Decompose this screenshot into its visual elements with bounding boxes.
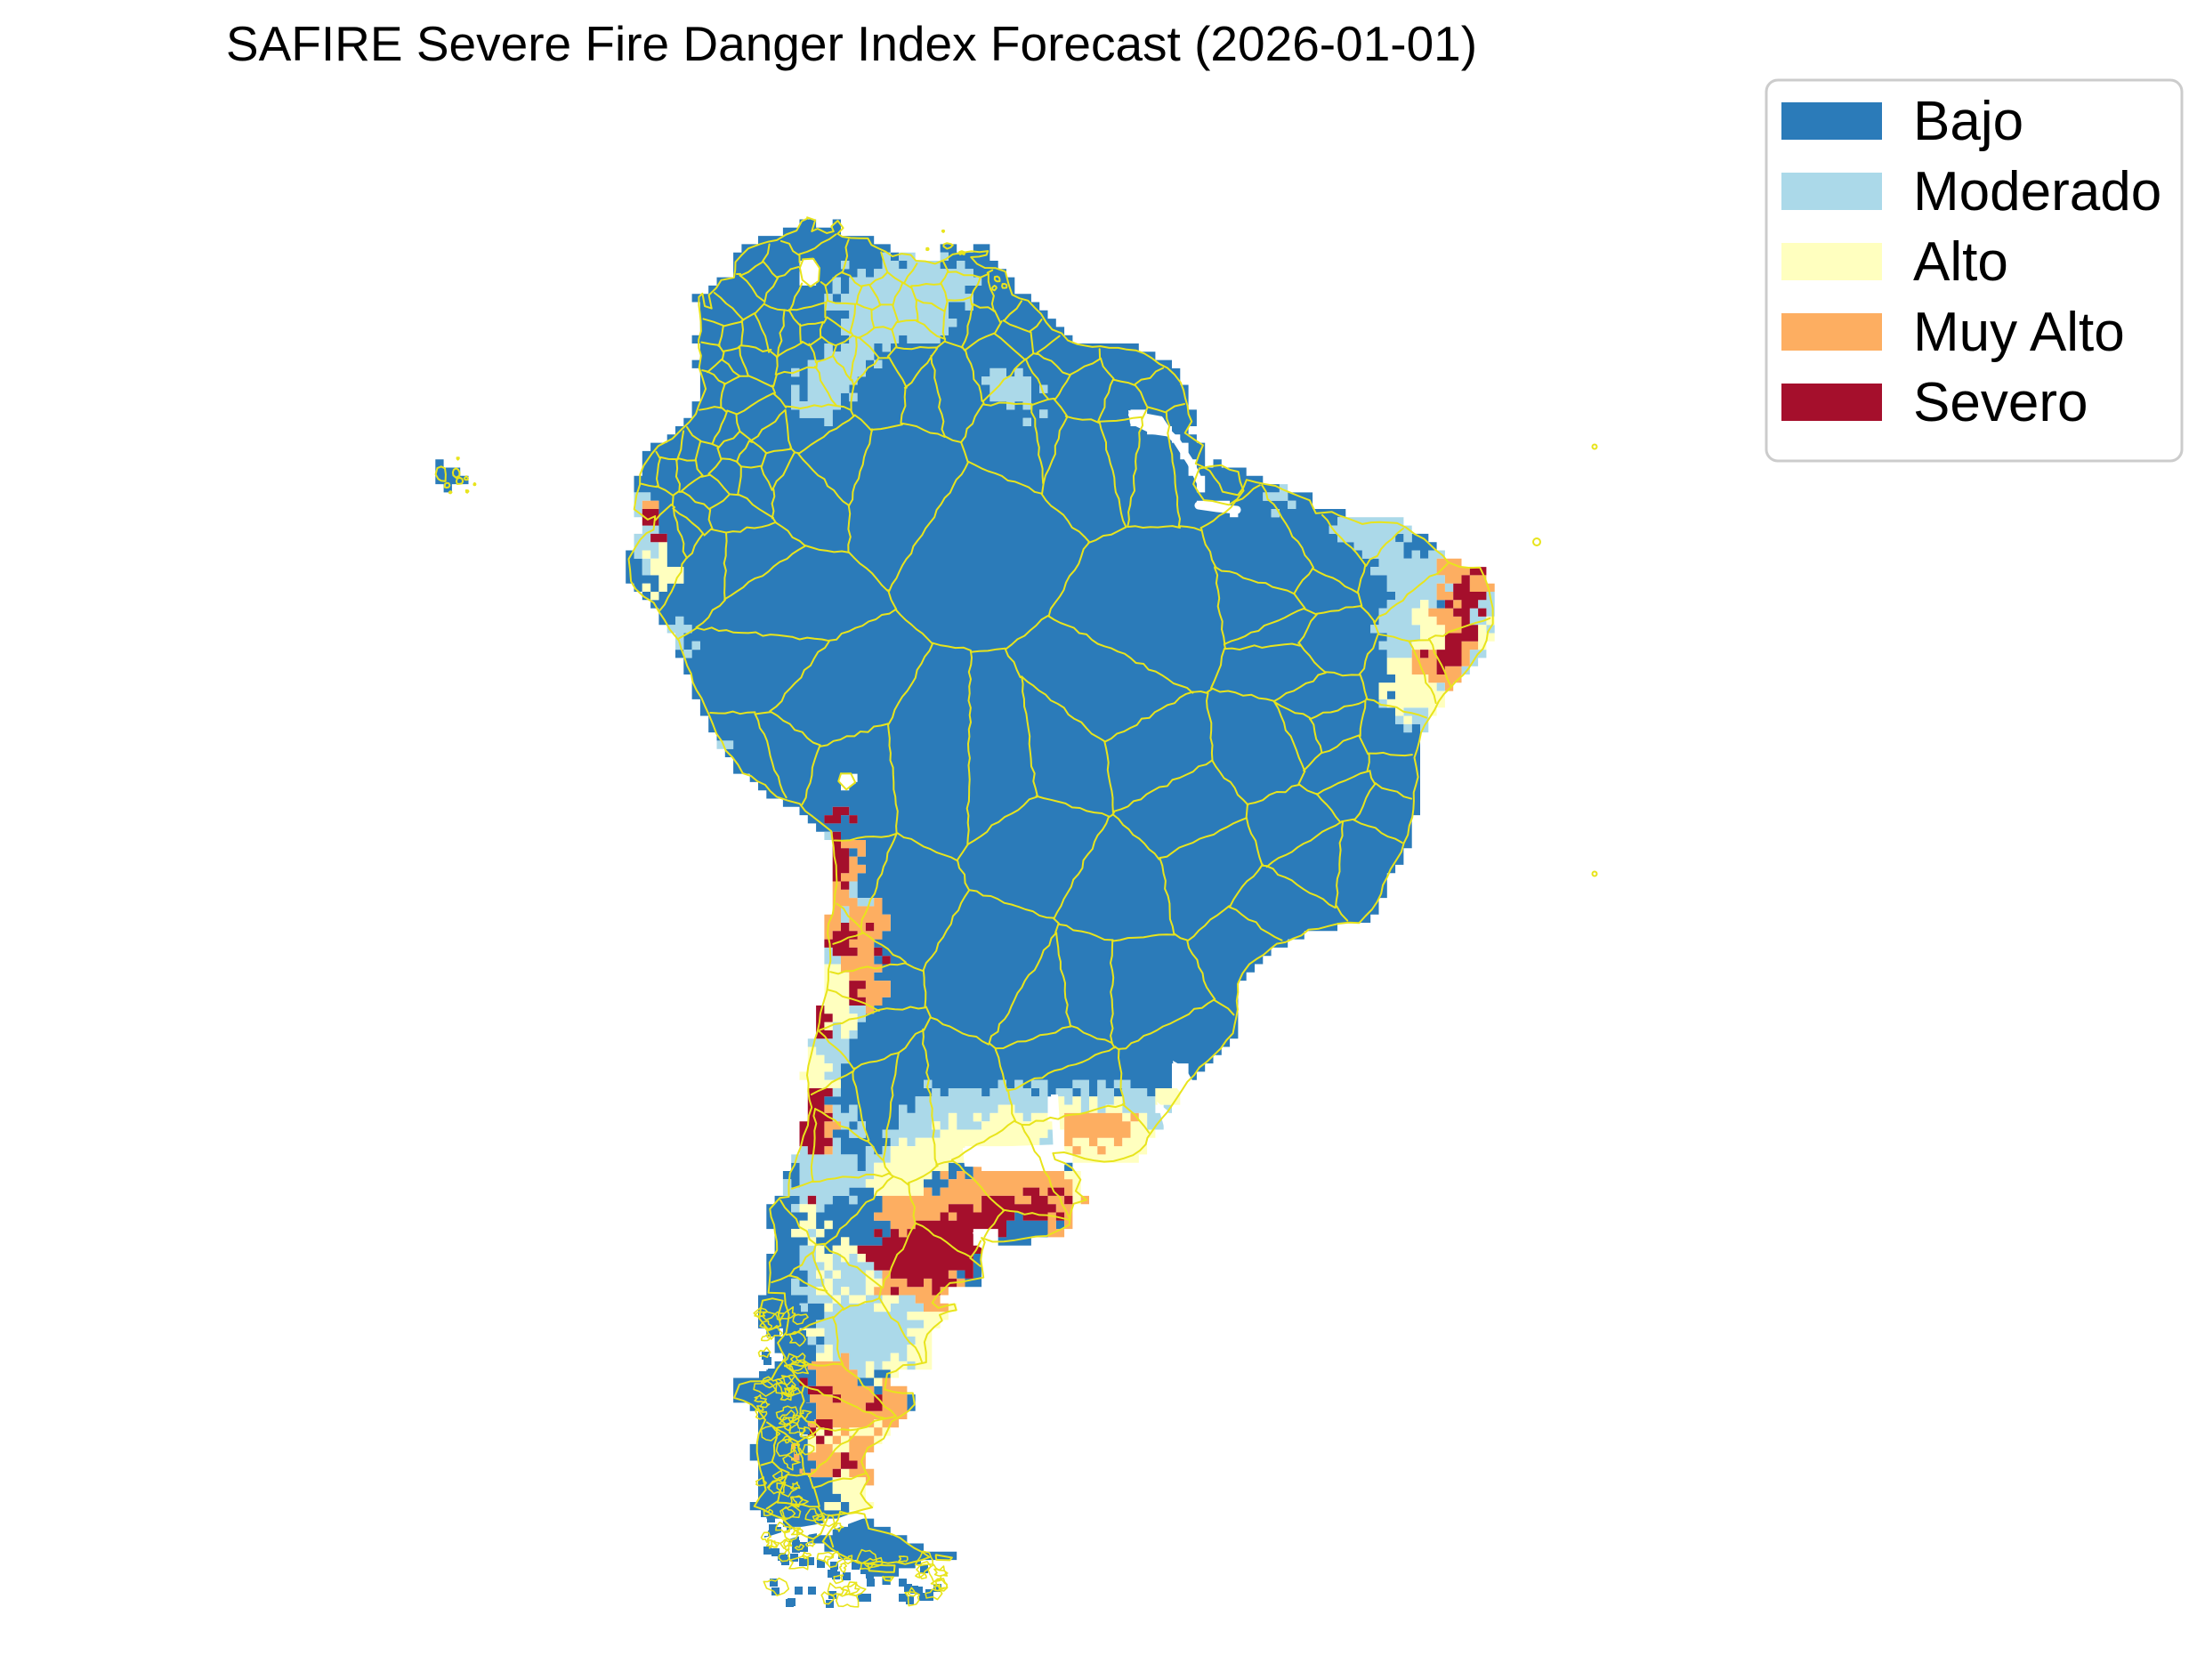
svg-text:Bajo: Bajo (1913, 91, 2023, 152)
svg-text:SAFIRE Severe Fire Danger Inde: SAFIRE Severe Fire Danger Index Forecast… (226, 16, 1477, 71)
svg-text:Moderado: Moderado (1913, 161, 2161, 222)
svg-text:Muy Alto: Muy Alto (1913, 302, 2125, 363)
svg-text:Severo: Severo (1913, 372, 2088, 433)
svg-text:Alto: Alto (1913, 231, 2008, 293)
